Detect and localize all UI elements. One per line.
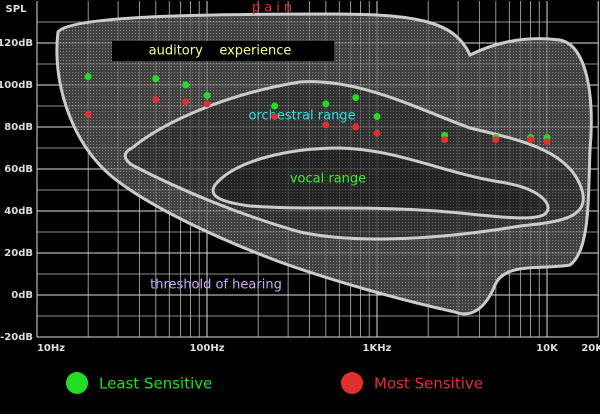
y-axis-label: SPL <box>6 4 28 15</box>
legend-marker <box>66 372 88 394</box>
x-tick-label: 100Hz <box>189 343 224 354</box>
point <box>203 100 211 108</box>
point <box>352 94 360 102</box>
point <box>322 100 330 108</box>
point <box>271 102 279 110</box>
point <box>543 138 551 146</box>
point <box>373 113 381 120</box>
legend-marker <box>341 372 363 394</box>
x-tick-label: 1KHz <box>363 343 392 354</box>
annotation: vocal range <box>290 172 366 187</box>
annotation: threshold of hearing <box>150 278 282 293</box>
y-tick-label: 0dB <box>11 290 33 301</box>
y-tick-label: 100dB <box>0 80 33 91</box>
auditory-region <box>55 12 593 316</box>
point <box>182 98 190 106</box>
x-tick-label: 10Hz <box>37 343 65 354</box>
point <box>527 136 535 144</box>
point <box>203 92 211 99</box>
y-tick-label: 80dB <box>4 122 33 133</box>
point <box>182 81 190 89</box>
point <box>271 113 279 120</box>
point <box>152 96 160 104</box>
y-tick-label: 40dB <box>4 206 33 217</box>
point <box>322 121 330 129</box>
y-tick-label: 60dB <box>4 164 33 175</box>
y-tick-label: 20dB <box>4 248 33 259</box>
point <box>84 110 92 118</box>
orchestral-region <box>123 80 585 241</box>
annotation: pain <box>252 1 296 16</box>
point <box>152 75 160 83</box>
point <box>352 123 360 131</box>
legend-label: Most Sensitive <box>374 375 483 393</box>
point <box>492 136 500 144</box>
label-background <box>112 41 334 61</box>
annotation: auditory experience <box>149 44 292 59</box>
point <box>84 73 92 81</box>
y-tick-label: -20dB <box>0 332 33 343</box>
legend-label: Least Sensitive <box>99 375 212 393</box>
point <box>373 129 381 137</box>
annotation: orchestral range <box>248 109 355 124</box>
y-tick-label: 120dB <box>0 38 33 49</box>
x-tick-label: 10K <box>536 343 559 354</box>
x-tick-label: 20K <box>581 343 600 354</box>
point <box>441 136 449 144</box>
vocal-region <box>211 146 550 220</box>
